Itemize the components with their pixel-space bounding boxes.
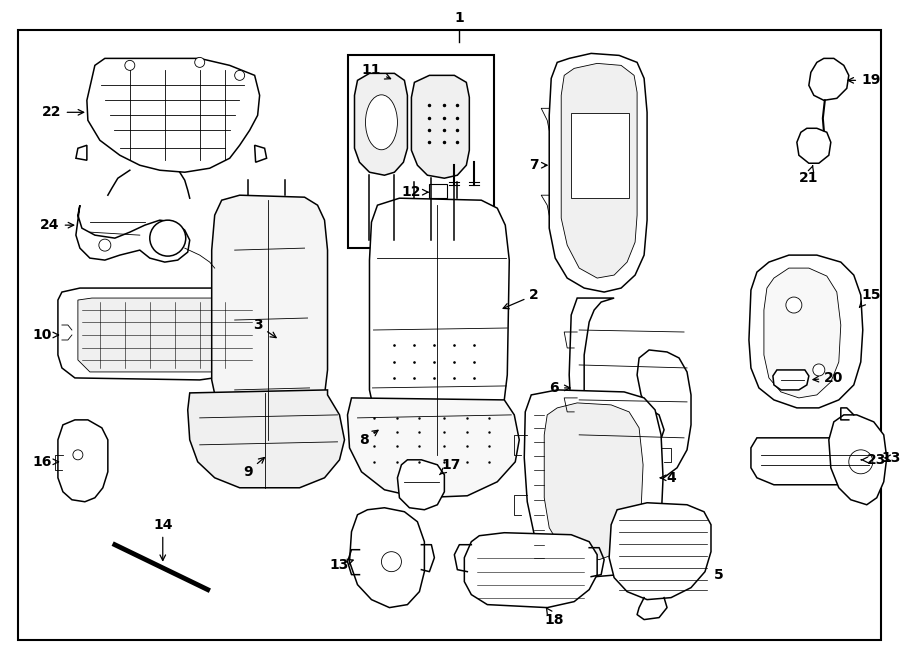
Polygon shape	[58, 288, 267, 380]
Circle shape	[813, 364, 824, 376]
Polygon shape	[544, 403, 644, 560]
Polygon shape	[347, 398, 519, 498]
Polygon shape	[796, 128, 831, 163]
Polygon shape	[464, 533, 598, 607]
Polygon shape	[749, 255, 863, 408]
Polygon shape	[398, 460, 445, 510]
Text: 13: 13	[329, 558, 353, 572]
Text: 3: 3	[253, 318, 276, 338]
Text: 2: 2	[503, 288, 539, 309]
Text: 8: 8	[360, 430, 378, 447]
Circle shape	[99, 239, 111, 251]
Polygon shape	[370, 198, 509, 458]
Text: 7: 7	[529, 158, 547, 173]
Polygon shape	[349, 508, 425, 607]
Polygon shape	[188, 390, 345, 488]
Polygon shape	[58, 420, 108, 502]
Circle shape	[149, 220, 185, 256]
Polygon shape	[609, 503, 711, 600]
Text: 14: 14	[153, 518, 173, 561]
Text: 12: 12	[401, 185, 428, 199]
Polygon shape	[87, 58, 259, 173]
Polygon shape	[255, 145, 266, 162]
Polygon shape	[751, 438, 874, 485]
Polygon shape	[76, 145, 87, 160]
Bar	[429, 184, 447, 198]
Circle shape	[125, 60, 135, 70]
Polygon shape	[829, 415, 886, 505]
Text: 1: 1	[454, 11, 464, 25]
Ellipse shape	[365, 95, 398, 150]
Polygon shape	[411, 75, 469, 178]
Polygon shape	[569, 298, 691, 485]
Text: 23: 23	[861, 453, 886, 467]
Polygon shape	[562, 63, 637, 278]
Text: 6: 6	[549, 381, 570, 395]
Text: 22: 22	[42, 105, 84, 119]
Text: 21: 21	[799, 166, 819, 185]
Text: 19: 19	[848, 73, 880, 87]
Polygon shape	[212, 195, 328, 445]
Text: 24: 24	[40, 218, 74, 232]
Polygon shape	[525, 390, 663, 578]
Polygon shape	[355, 73, 408, 175]
Circle shape	[235, 70, 245, 81]
Circle shape	[194, 58, 204, 67]
Text: 16: 16	[32, 455, 58, 469]
Text: 4: 4	[661, 471, 676, 485]
Polygon shape	[773, 370, 809, 390]
Text: 15: 15	[860, 288, 880, 307]
Text: 11: 11	[362, 63, 391, 79]
Text: 9: 9	[243, 457, 265, 479]
Circle shape	[382, 552, 401, 572]
Text: 20: 20	[813, 371, 843, 385]
Circle shape	[73, 450, 83, 460]
Text: 18: 18	[544, 607, 564, 627]
Polygon shape	[78, 298, 255, 372]
Polygon shape	[549, 54, 647, 292]
Polygon shape	[76, 205, 190, 262]
Polygon shape	[764, 268, 841, 398]
Text: 5: 5	[714, 568, 724, 582]
Circle shape	[786, 297, 802, 313]
Polygon shape	[809, 58, 849, 100]
Circle shape	[849, 450, 873, 474]
Text: 17: 17	[439, 458, 461, 475]
Text: 10: 10	[32, 328, 58, 342]
Bar	[572, 113, 629, 198]
Bar	[347, 56, 494, 248]
Text: 13: 13	[881, 451, 900, 465]
